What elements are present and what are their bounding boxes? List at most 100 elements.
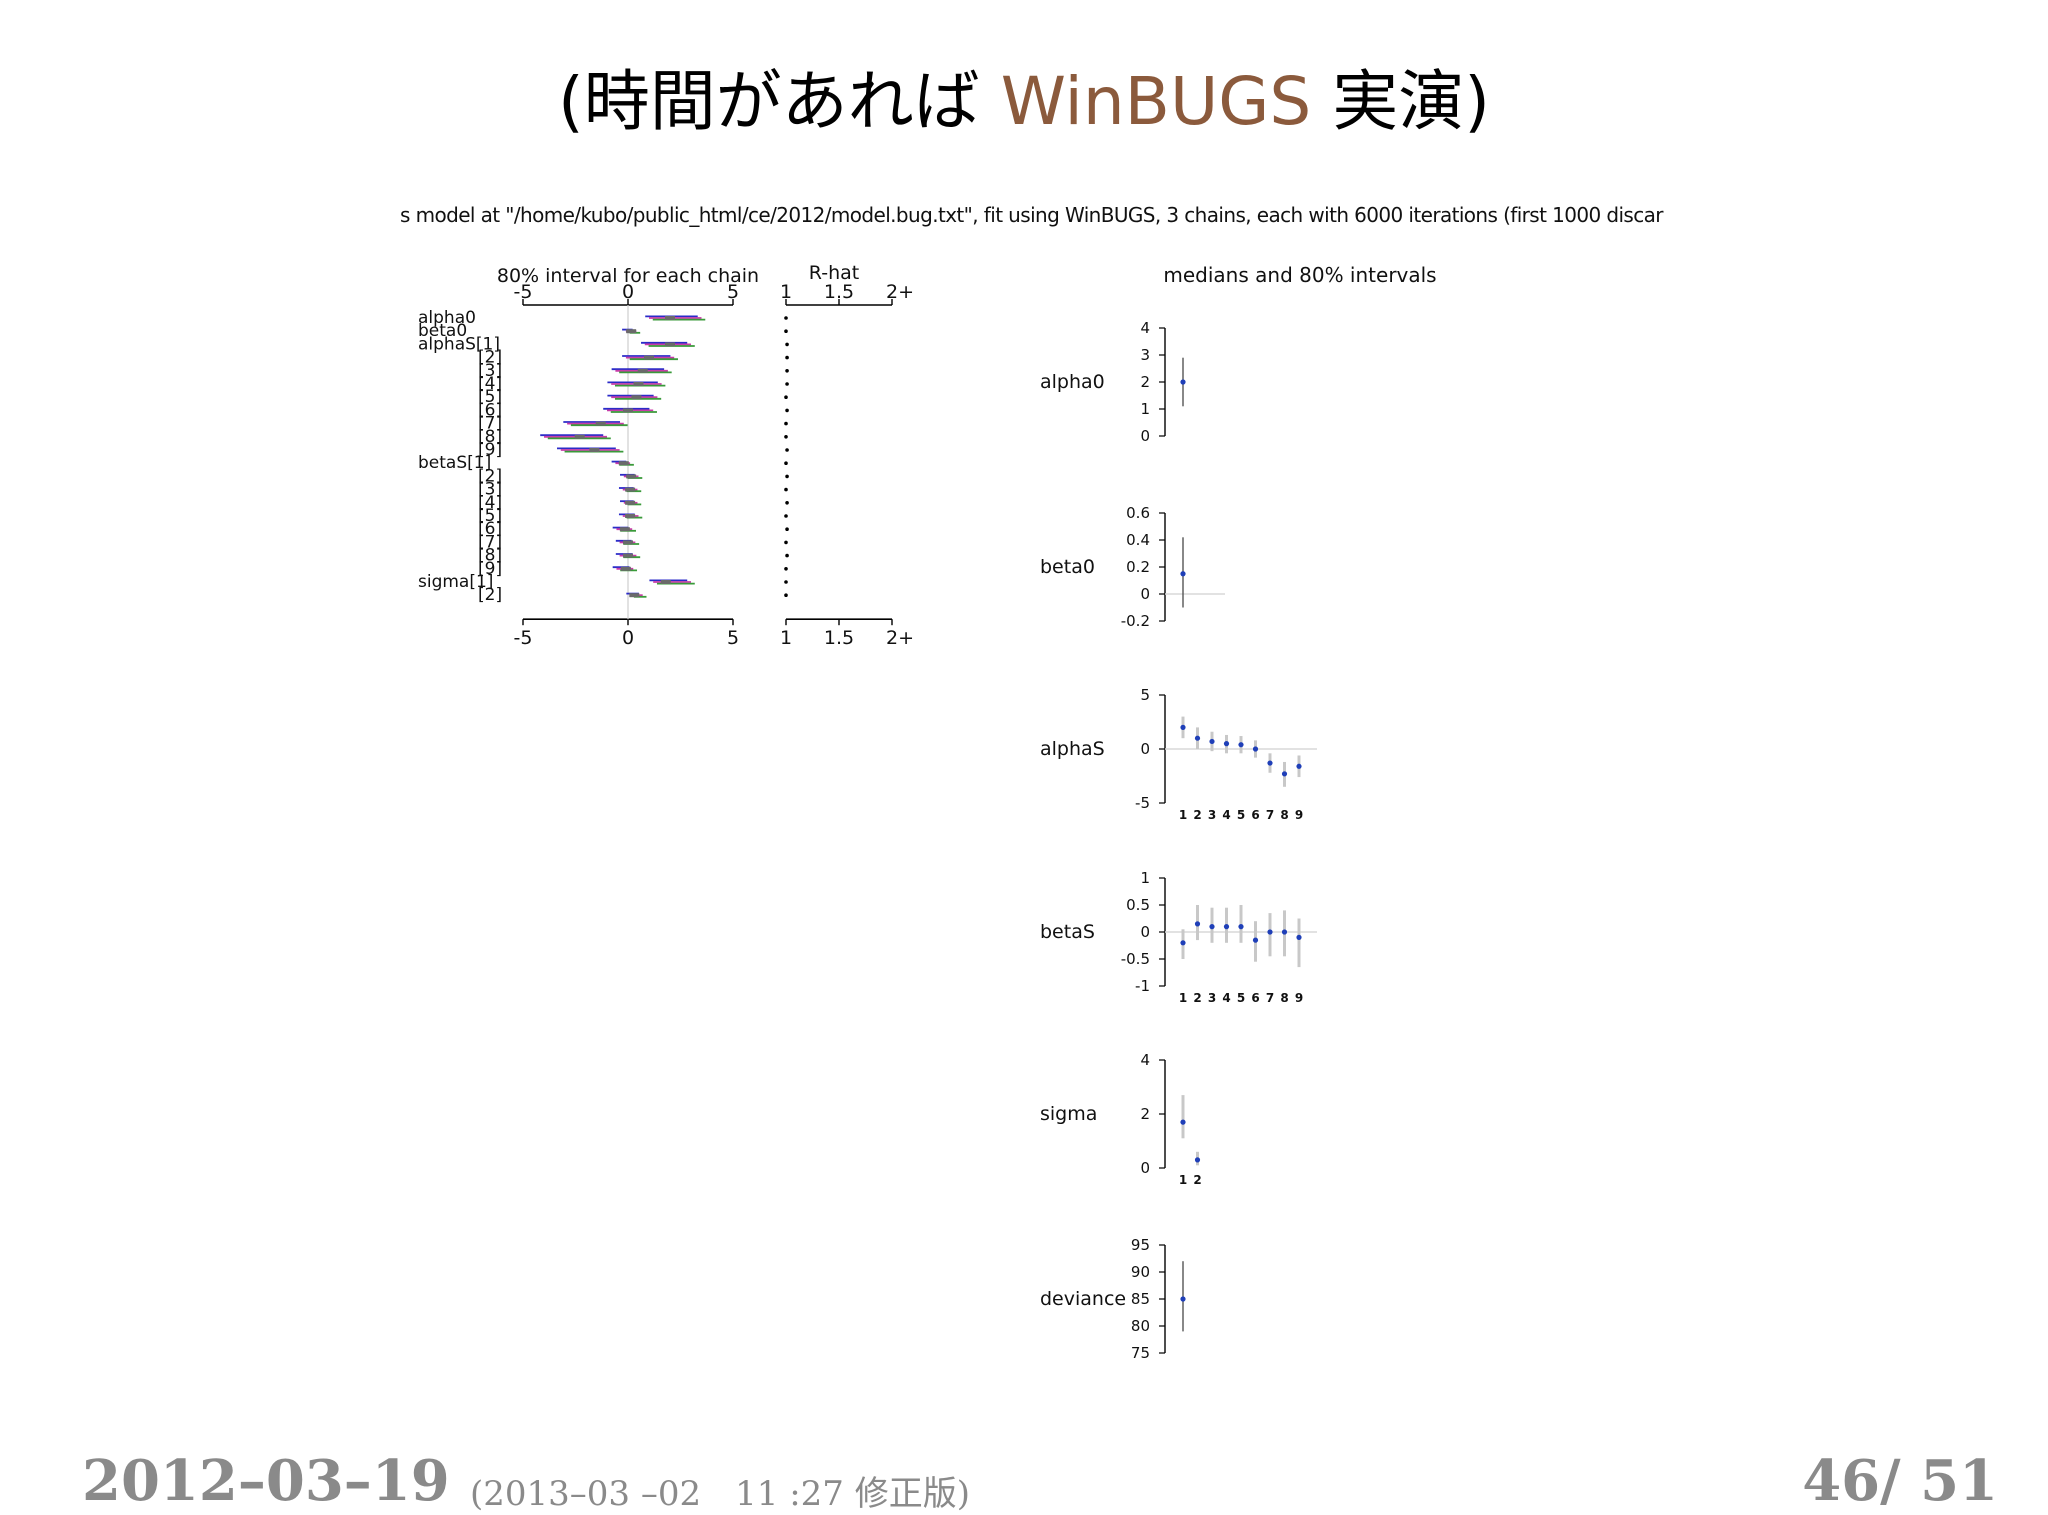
panel-median-point [1194,1157,1201,1163]
panel-index-label: 2 [1193,991,1201,1005]
rhat-point [784,487,788,492]
panel-index-label: 1 [1179,808,1187,822]
rhat-point [784,421,788,426]
rhat-point [784,593,788,597]
panel-index-label: 7 [1266,808,1274,822]
rhat-point [784,329,788,334]
panel-label: sigma [1040,1103,1097,1125]
panel-median-point [1238,924,1244,930]
panel-index-label: 2 [1193,808,1201,822]
panel-median-point [1209,738,1215,745]
chain-median-marker [623,408,633,413]
row-label: alphaS[1] [418,334,500,354]
rhat-point [784,461,788,466]
chain-median-marker [595,421,606,426]
row-label: [8] [478,546,502,566]
rhat-point [784,435,788,439]
panel-index-label: 4 [1222,808,1230,822]
rhat-bottom-tick-label: 1.5 [824,627,854,649]
rhat-top-tick-label: 1.5 [824,281,854,303]
row-label: beta0 [418,321,467,341]
panel-y-tick-label: 0.4 [1126,531,1150,549]
chain-median-marker [618,461,629,466]
rhat-point [784,316,788,320]
chain-median-marker [625,487,636,492]
panel-label: beta0 [1040,556,1095,578]
chain-median-marker [665,316,675,320]
panel-y-tick-label: 90 [1131,1263,1150,1281]
chain-interval-panel: 80% interval for each chain-5-50055alpha… [418,265,759,649]
rhat-title: R-hat [809,262,859,284]
panel-index-label: 3 [1208,991,1216,1005]
row-label: [3] [478,480,502,500]
rhat-point [784,567,788,571]
panel-y-tick-label: 5 [1140,686,1150,704]
bottom-x-tick-label: -5 [514,627,533,649]
panel-index-label: 6 [1251,808,1259,822]
rhat-point [784,514,788,518]
panel-median-point [1252,937,1259,943]
row-label: [7] [478,532,502,552]
footer-page-number: 46/ 51 [1802,1448,1998,1514]
rhat-bottom-tick-label: 2+ [886,627,914,649]
panel-y-tick-label: 3 [1140,346,1150,364]
top-x-tick-label: 5 [727,281,739,303]
rhat-panel: R-hat 1 1 1.5 1.5 2+ 2+ [780,262,914,649]
panel-y-tick-label: 75 [1131,1344,1150,1362]
chain-median-marker [665,342,675,347]
row-label: betaS[1] [418,453,491,473]
panel-median-point [1180,1296,1186,1302]
panel-index-label: 4 [1222,991,1230,1005]
chain-median-marker [574,434,585,439]
panel-y-tick-label: 0 [1140,1159,1150,1177]
panel-y-tick-label: -5 [1135,794,1150,812]
chain-median-marker [660,580,671,584]
panel-y-tick-label: 95 [1131,1236,1150,1254]
row-label: [8] [478,427,502,447]
row-label: [2] [478,585,502,605]
panel-y-tick-label: 4 [1140,319,1150,337]
row-label: [9] [478,440,502,460]
panel-median-point [1281,929,1288,935]
row-label: [4] [478,374,502,394]
row-label: [4] [478,493,502,513]
panel-y-tick-label: 0.6 [1126,504,1150,522]
slide-title: (時間があれば WinBUGS 実演) [0,62,2048,142]
title-accent-winbugs: WinBUGS [1000,63,1312,140]
footer-date: 2012–03–19 [82,1448,450,1514]
panel-y-tick-label: -0.2 [1121,612,1150,630]
panel-median-point [1209,924,1215,930]
panel-median-point [1238,742,1244,748]
panel-index-label: 1 [1179,1173,1187,1187]
chain-median-marker [633,382,644,386]
panel-deviance: 95 90 85 80 75 deviance [1040,1236,1186,1362]
panel-y-tick-label: 1 [1140,869,1150,887]
panel-label: deviance [1040,1288,1126,1310]
panel-median-point [1296,763,1302,769]
row-label: [9] [478,559,502,579]
panel-index-label: 5 [1237,808,1245,822]
chain-median-marker [625,514,636,518]
left-panel-title: 80% interval for each chain [497,265,759,287]
row-label: [2] [478,466,502,486]
chain-median-marker [619,527,630,532]
panel-y-tick-label: 0 [1140,585,1150,603]
row-label: [5] [478,387,502,407]
panel-y-tick-label: 85 [1131,1290,1150,1308]
rhat-point [784,580,788,584]
panel-index-label: 1 [1179,991,1187,1005]
panel-y-tick-label: -1 [1135,977,1150,995]
panel-index-label: 2 [1193,1173,1201,1187]
panel-median-point [1223,741,1230,747]
top-x-tick-label: -5 [514,281,533,303]
panel-median-point [1180,571,1186,577]
row-label: alpha0 [418,308,476,328]
chain-median-marker [623,540,633,545]
panel-label: alphaS [1040,738,1105,760]
chain-median-marker [623,553,633,558]
bottom-x-tick-label: 5 [727,627,739,649]
panel-median-point [1194,921,1201,927]
